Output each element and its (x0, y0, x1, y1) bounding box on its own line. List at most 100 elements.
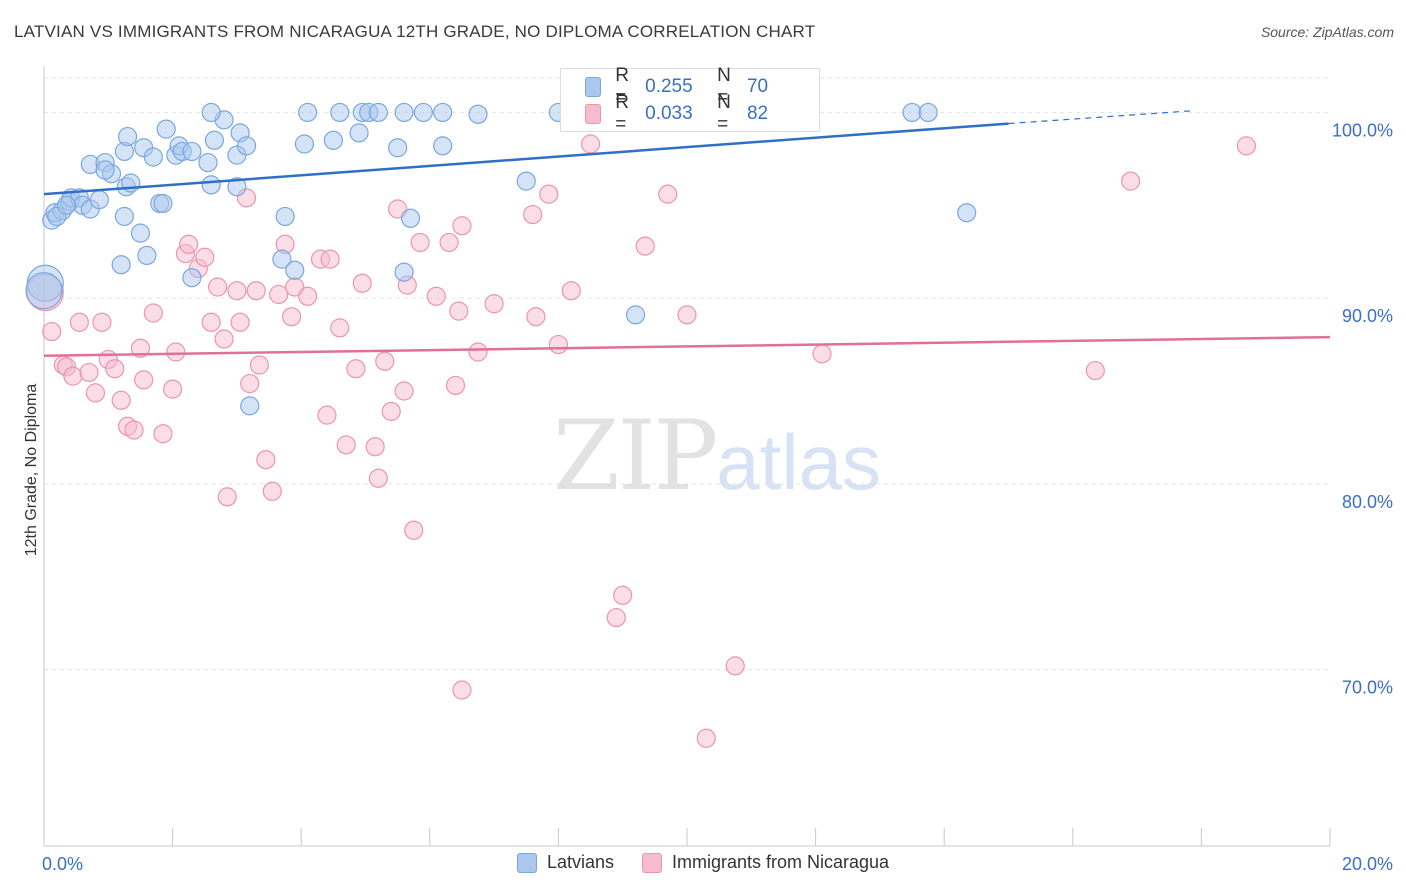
nicaragua-point (452, 216, 472, 236)
nicaragua-point (227, 281, 247, 301)
legend-label-latvians: Latvians (546, 852, 614, 872)
x-tick-label: 20.0% (1342, 854, 1393, 874)
nicaragua-point (449, 301, 469, 321)
nicaragua-point (246, 281, 266, 301)
nicaragua-point (526, 307, 546, 327)
nicaragua-point (452, 680, 472, 700)
nicaragua-point (404, 520, 424, 540)
latvians-point (198, 152, 218, 173)
nicaragua-point (410, 232, 430, 253)
nicaragua-point (394, 381, 414, 401)
nicaragua-point (92, 312, 112, 332)
latvians-point (902, 102, 922, 123)
y-tick-label: 90.0% (1342, 306, 1393, 326)
nicaragua-point (143, 303, 163, 323)
latvians-point (330, 102, 350, 123)
legend-r-label: R = (615, 92, 629, 135)
latvians-point (236, 136, 257, 156)
latvians-point (298, 102, 318, 123)
latvians-point (394, 262, 414, 282)
latvians-swatch-icon (585, 77, 602, 97)
latvians-point (294, 134, 315, 154)
latvians-point (111, 255, 131, 275)
legend-label-nicaragua: Immigrants from Nicaragua (671, 852, 890, 872)
nicaragua-point (214, 329, 234, 349)
latvians-legend-swatch-icon (516, 852, 537, 873)
nicaragua-point (523, 204, 543, 225)
legend-n-value: 82 (746, 103, 769, 124)
latvians-point (275, 206, 295, 227)
nicaragua-point (208, 277, 228, 297)
stats-legend: R = 0.255 N = 70 R = 0.033 N = 82 (560, 65, 820, 135)
nicaragua-point (1121, 171, 1141, 191)
nicaragua-point (635, 236, 655, 256)
nicaragua-point (346, 359, 366, 379)
nicaragua-point (163, 379, 183, 399)
watermark-atlas: atlas (716, 418, 881, 506)
nicaragua-point (658, 184, 678, 204)
latvians-point (349, 123, 369, 143)
latvians-point (394, 102, 414, 123)
nicaragua-point (613, 585, 633, 605)
y-tick-label: 80.0% (1342, 492, 1393, 512)
legend-r-value: 0.255 (645, 76, 693, 97)
nicaragua-point (195, 247, 215, 267)
nicaragua-point (606, 607, 626, 628)
chart-title: LATVIAN VS IMMIGRANTS FROM NICARAGUA 12T… (14, 22, 816, 41)
legend-item-nicaragua: Immigrants from Nicaragua (641, 852, 890, 873)
latvians-point (957, 203, 977, 223)
latvians-trendline-extension (1008, 109, 1196, 125)
nicaragua-point (230, 312, 250, 332)
nicaragua-point (320, 249, 340, 269)
nicaragua-point (262, 481, 282, 501)
nicaragua-point (352, 273, 372, 293)
latvians-point (182, 141, 202, 162)
nicaragua-point (445, 375, 466, 396)
legend-r-label: R = (615, 65, 629, 108)
latvians-point (400, 208, 421, 228)
latvians-point (143, 147, 163, 167)
series-legend: Latvians Immigrants from Nicaragua (0, 852, 1406, 873)
nicaragua-point (317, 405, 337, 425)
nicaragua-point (85, 383, 106, 403)
latvians-point (240, 396, 260, 416)
latvians-point (114, 206, 134, 227)
latvians-point (285, 260, 305, 280)
legend-row-latvians: R = 0.255 N = 70 (585, 65, 819, 108)
latvians-point (433, 136, 453, 156)
nicaragua-legend-swatch-icon (641, 852, 662, 873)
nicaragua-point (124, 420, 144, 440)
nicaragua-point (298, 286, 318, 306)
latvians-point (117, 126, 138, 147)
latvians-point (201, 102, 221, 123)
nicaragua-point (153, 424, 173, 444)
legend-row-nicaragua: R = 0.033 N = 82 (585, 92, 819, 135)
nicaragua-point (42, 321, 62, 342)
nicaragua-point (63, 366, 83, 386)
nicaragua-point (484, 294, 504, 314)
nicaragua-point (179, 234, 199, 254)
y-tick-label: 70.0% (1342, 678, 1393, 698)
nicaragua-point (1085, 360, 1105, 381)
nicaragua-point (330, 318, 350, 338)
nicaragua-trendline (43, 335, 1331, 357)
y-axis-label: 12th Grade, No Diploma (23, 383, 40, 557)
nicaragua-point (375, 351, 395, 371)
nicaragua-point (336, 435, 356, 455)
latvians-point (323, 130, 343, 150)
nicaragua-point (677, 305, 697, 325)
latvians-point (156, 119, 176, 139)
nicaragua-point (426, 286, 446, 306)
nicaragua-point (388, 199, 408, 219)
legend-item-latvians: Latvians (516, 852, 614, 873)
y-tick-label: 100.0% (1332, 120, 1393, 140)
source-credit: Source: ZipAtlas.com (1260, 24, 1394, 40)
nicaragua-point (696, 728, 716, 748)
nicaragua-point (580, 134, 601, 154)
nicaragua-point (539, 184, 559, 204)
nicaragua-point (79, 362, 99, 383)
latvians-point (153, 193, 173, 214)
latvians-point (468, 104, 488, 124)
nicaragua-point (256, 450, 276, 470)
